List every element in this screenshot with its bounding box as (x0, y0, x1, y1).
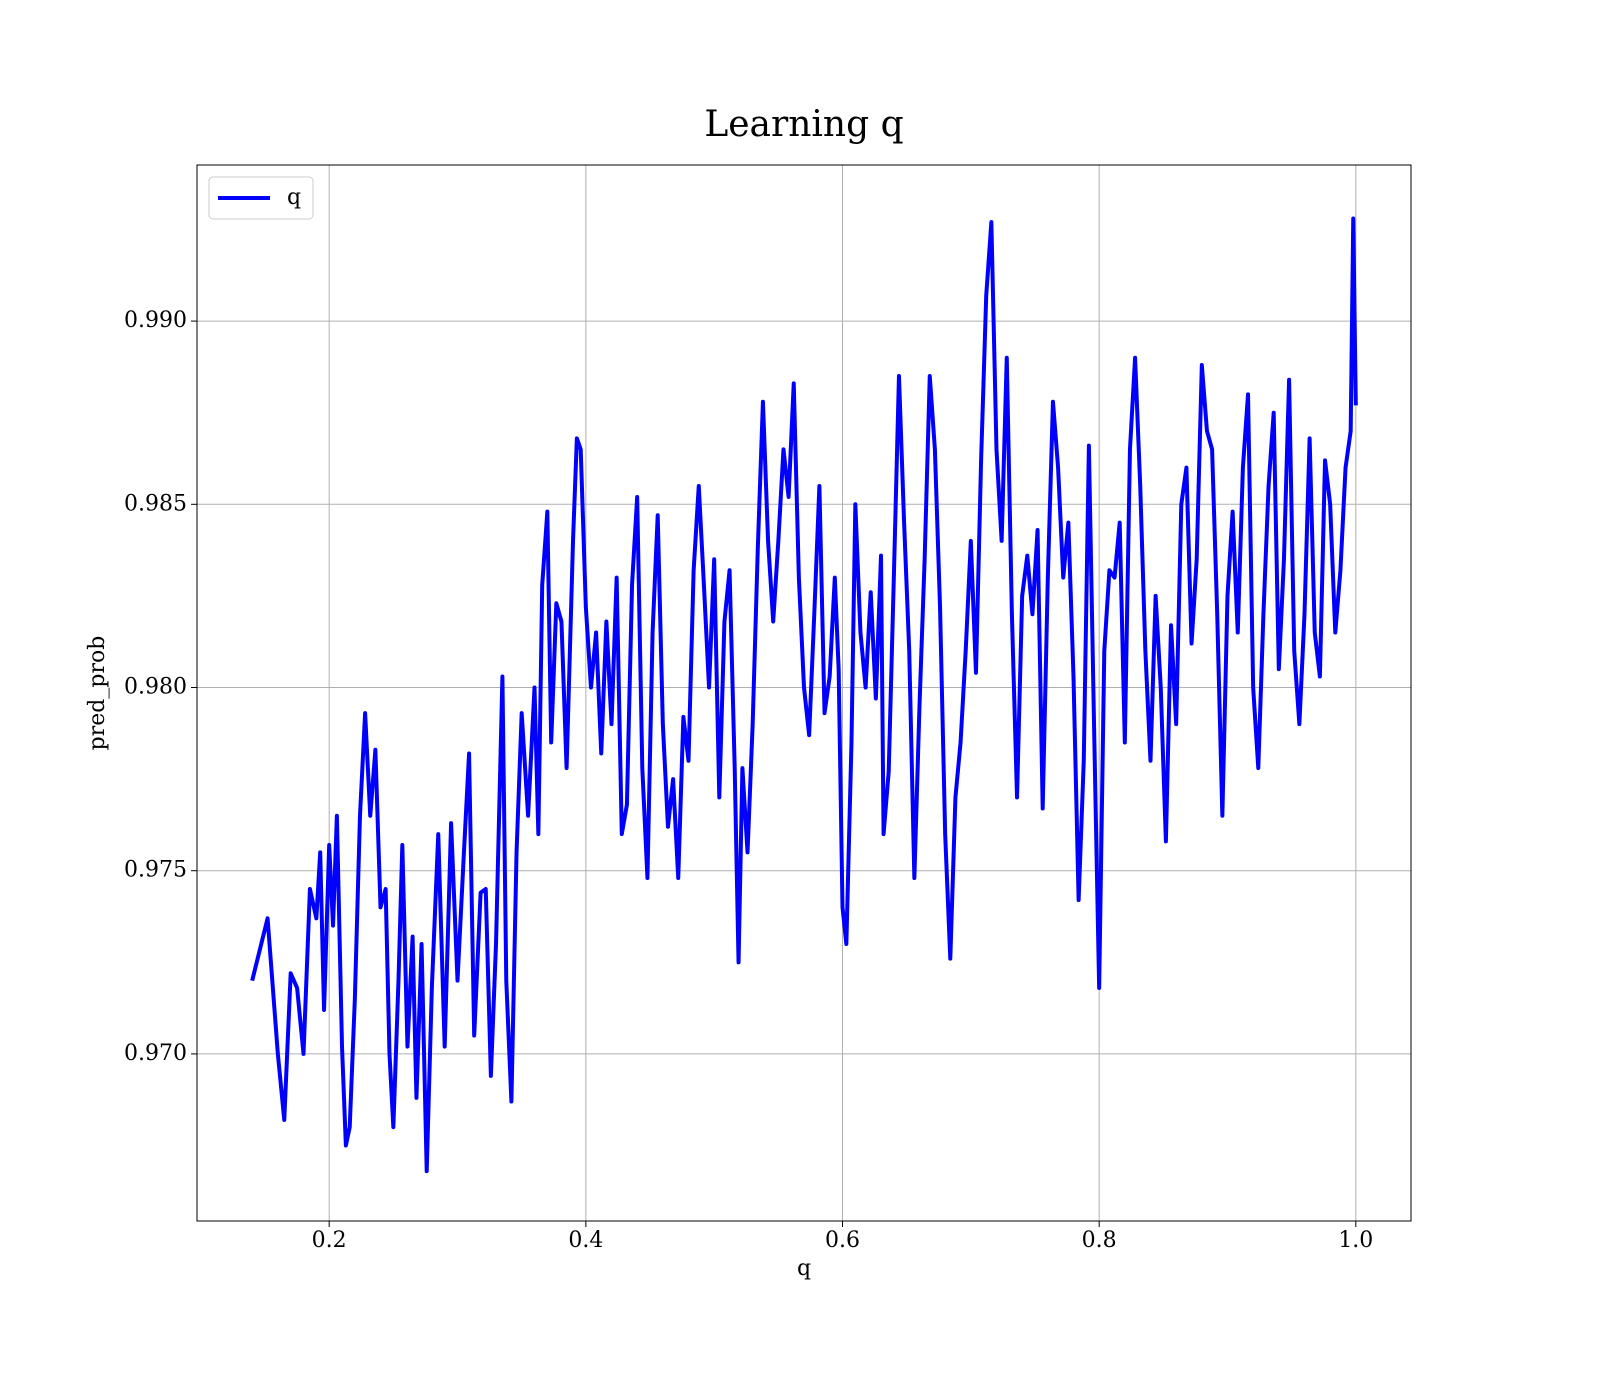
plot-frame (196, 164, 1412, 1222)
y-tick-label: 0.970 (124, 1041, 187, 1066)
x-tick-label: 0.4 (568, 1228, 603, 1253)
y-axis-label: pred_prob (85, 636, 110, 751)
y-tick-label: 0.985 (124, 491, 187, 516)
x-tick-label: 0.6 (825, 1228, 860, 1253)
y-tick-label: 0.990 (124, 308, 187, 333)
x-tick-label: 1.0 (1338, 1228, 1373, 1253)
y-tick-label: 0.980 (124, 675, 187, 700)
chart-title: Learning q (704, 104, 903, 145)
y-tick-label: 0.975 (124, 858, 187, 883)
x-tick-label: 0.2 (312, 1228, 347, 1253)
x-axis-label: q (797, 1256, 811, 1281)
line-series (250, 216, 1358, 1174)
legend-label: q (287, 185, 301, 210)
x-tick-label: 0.8 (1082, 1228, 1117, 1253)
